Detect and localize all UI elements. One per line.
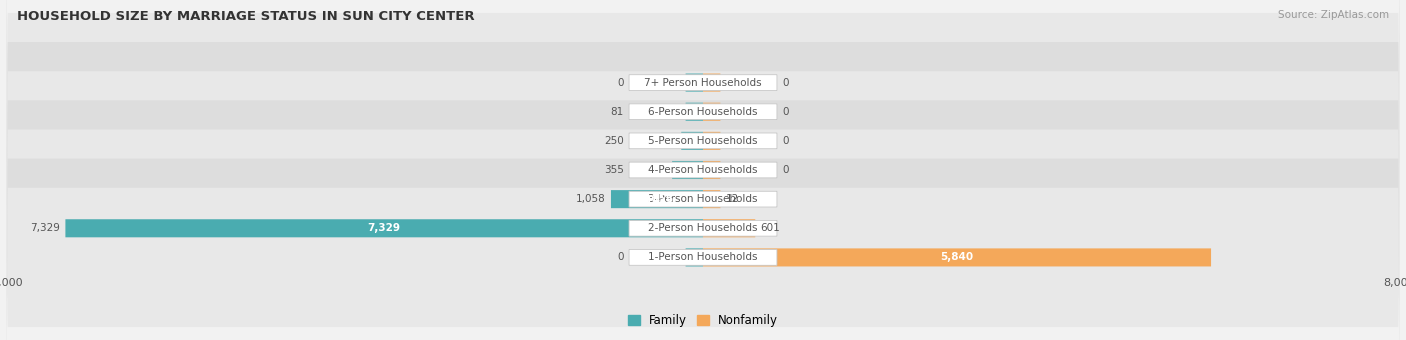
Text: 6-Person Households: 6-Person Households	[648, 107, 758, 117]
Text: 0: 0	[782, 107, 789, 117]
FancyBboxPatch shape	[628, 162, 778, 178]
FancyBboxPatch shape	[703, 73, 720, 91]
FancyBboxPatch shape	[7, 0, 1399, 334]
Text: 0: 0	[782, 136, 789, 146]
FancyBboxPatch shape	[7, 0, 1399, 304]
FancyBboxPatch shape	[703, 190, 720, 208]
FancyBboxPatch shape	[686, 249, 703, 267]
Text: 250: 250	[605, 136, 624, 146]
FancyBboxPatch shape	[686, 73, 703, 91]
Text: 5-Person Households: 5-Person Households	[648, 136, 758, 146]
Text: 0: 0	[782, 78, 789, 88]
FancyBboxPatch shape	[703, 132, 720, 150]
Text: 0: 0	[782, 165, 789, 175]
FancyBboxPatch shape	[703, 161, 720, 179]
Text: Source: ZipAtlas.com: Source: ZipAtlas.com	[1278, 10, 1389, 20]
Text: 355: 355	[605, 165, 624, 175]
FancyBboxPatch shape	[703, 249, 1211, 267]
Text: 1,058: 1,058	[576, 194, 606, 204]
Text: 1,058: 1,058	[641, 194, 673, 204]
FancyBboxPatch shape	[628, 133, 778, 149]
Text: 1-Person Households: 1-Person Households	[648, 252, 758, 262]
FancyBboxPatch shape	[628, 104, 778, 120]
FancyBboxPatch shape	[7, 6, 1399, 340]
Text: 5,840: 5,840	[941, 252, 973, 262]
FancyBboxPatch shape	[672, 161, 703, 179]
Legend: Family, Nonfamily: Family, Nonfamily	[628, 314, 778, 327]
Text: 7+ Person Households: 7+ Person Households	[644, 78, 762, 88]
FancyBboxPatch shape	[7, 0, 1399, 340]
FancyBboxPatch shape	[628, 191, 778, 207]
FancyBboxPatch shape	[628, 220, 778, 236]
Text: 7,329: 7,329	[31, 223, 60, 233]
Text: 7,329: 7,329	[368, 223, 401, 233]
Text: HOUSEHOLD SIZE BY MARRIAGE STATUS IN SUN CITY CENTER: HOUSEHOLD SIZE BY MARRIAGE STATUS IN SUN…	[17, 10, 474, 23]
Text: 601: 601	[761, 223, 780, 233]
Text: 12: 12	[725, 194, 740, 204]
FancyBboxPatch shape	[612, 190, 703, 208]
Text: 3-Person Households: 3-Person Households	[648, 194, 758, 204]
FancyBboxPatch shape	[628, 75, 778, 90]
FancyBboxPatch shape	[628, 250, 778, 265]
Text: 2-Person Households: 2-Person Households	[648, 223, 758, 233]
FancyBboxPatch shape	[7, 36, 1399, 340]
FancyBboxPatch shape	[7, 0, 1399, 340]
Text: 4-Person Households: 4-Person Households	[648, 165, 758, 175]
FancyBboxPatch shape	[686, 103, 703, 121]
Text: 0: 0	[617, 78, 624, 88]
FancyBboxPatch shape	[66, 219, 703, 237]
Text: 0: 0	[617, 252, 624, 262]
FancyBboxPatch shape	[7, 0, 1399, 340]
Text: 81: 81	[610, 107, 624, 117]
FancyBboxPatch shape	[703, 103, 720, 121]
FancyBboxPatch shape	[703, 219, 755, 237]
FancyBboxPatch shape	[682, 132, 703, 150]
